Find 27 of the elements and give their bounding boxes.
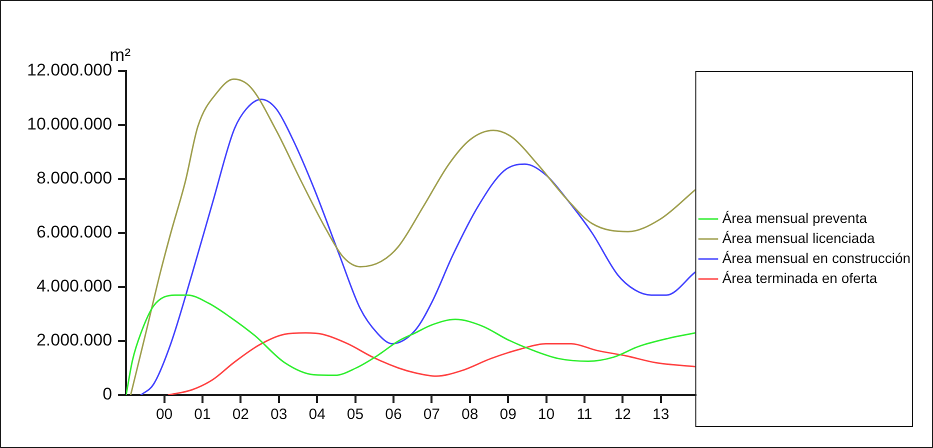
y-tick-label: 0 <box>102 384 112 404</box>
x-tick-label: 01 <box>194 406 211 424</box>
y-tick-label: 6.000.000 <box>36 222 112 242</box>
x-tick-label: 03 <box>270 406 288 424</box>
x-tick-label: 05 <box>346 406 364 424</box>
x-tick-label: 13 <box>652 406 670 424</box>
legend-label: Área mensual en construcción <box>722 250 911 266</box>
x-tick-label: 10 <box>538 406 555 424</box>
line-series <box>168 332 696 395</box>
x-tick-label: 00 <box>156 406 173 424</box>
y-tick-label: 2.000.000 <box>36 330 112 350</box>
y-tick-label: 10.000.000 <box>26 114 112 134</box>
x-tick-label: 07 <box>423 406 440 424</box>
y-tick-label: 8.000.000 <box>36 168 112 188</box>
legend-label: Área terminada en oferta <box>722 270 878 286</box>
x-tick-label: 06 <box>385 406 402 424</box>
legend-label: Área mensual licenciada <box>722 230 875 246</box>
y-tick-label: 12.000.000 <box>26 60 112 80</box>
x-tick-label: 08 <box>462 406 478 424</box>
x-tick-label: 09 <box>500 406 516 424</box>
x-tick-label: 11 <box>576 406 592 424</box>
legend-label: Área mensual preventa <box>722 210 868 226</box>
x-tick-label: 12 <box>614 406 632 424</box>
y-tick-label: 4.000.000 <box>36 276 112 296</box>
y-axis-title: m² <box>110 44 131 65</box>
x-tick-label: 04 <box>308 406 326 424</box>
x-tick-label: 02 <box>232 406 250 424</box>
